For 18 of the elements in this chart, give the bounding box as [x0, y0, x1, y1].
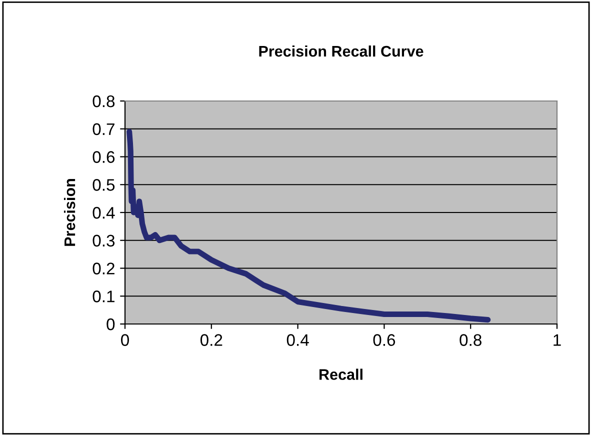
x-axis-title: Recall	[320, 368, 362, 380]
y-tick-label: 0.4	[92, 206, 115, 219]
y-tick-label: 0.2	[92, 262, 114, 274]
y-axis-title: Precision	[64, 179, 76, 246]
x-tick-label: 0.6	[373, 334, 396, 346]
y-tick-label: 0.8	[92, 95, 115, 108]
x-tick-label: 0.4	[286, 334, 309, 346]
x-tick-label: 1	[554, 334, 561, 346]
y-tick-label: 0.5	[92, 179, 115, 191]
x-tick-label: 0.2	[200, 334, 222, 346]
y-tick-label: 0.7	[92, 123, 114, 136]
x-tick-label: 0.8	[460, 334, 482, 346]
x-tick-label: 0	[121, 334, 129, 346]
y-tick-label: 0.1	[92, 290, 114, 302]
y-tick-label: 0	[106, 318, 115, 330]
y-tick-label: 0.3	[92, 234, 115, 247]
y-tick-label: 0.6	[92, 151, 115, 163]
chart-title: Precision Recall Curve	[259, 45, 424, 57]
